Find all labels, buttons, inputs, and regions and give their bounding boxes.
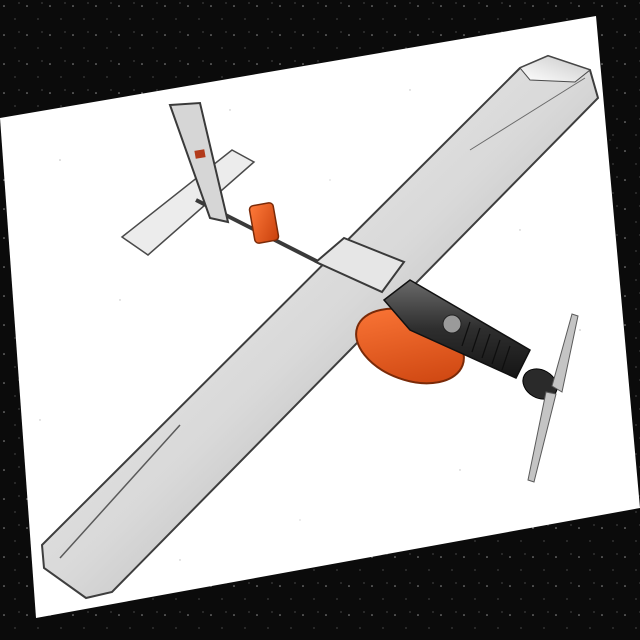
wing-leading-edge [519, 55, 592, 83]
paper-speckle [39, 89, 611, 561]
wing-aileron-line-right [469, 77, 586, 151]
vertical-fin [168, 101, 230, 224]
spinner [522, 368, 558, 400]
engine-cooling-fins [461, 321, 511, 371]
engine-cap [442, 314, 462, 334]
propeller-blade-lower [527, 391, 557, 483]
fin-marking [194, 149, 206, 159]
wing-aileron-line [59, 424, 181, 559]
wing-mount-band [314, 236, 406, 294]
tail-servo [248, 202, 280, 244]
propeller-blade-upper [551, 313, 579, 393]
